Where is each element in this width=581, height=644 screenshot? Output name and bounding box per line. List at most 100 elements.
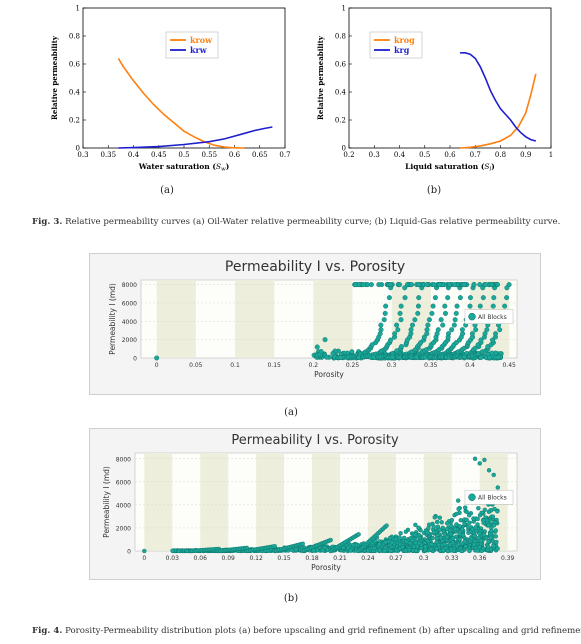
x-tick-label: 0.25 bbox=[346, 362, 360, 369]
scatter-point bbox=[434, 539, 439, 545]
x-tick-label: 0.8 bbox=[495, 151, 506, 159]
scatter-point bbox=[477, 513, 483, 518]
scatter-point bbox=[350, 542, 356, 548]
x-tick-label: 0.7 bbox=[470, 151, 481, 159]
scatter-point bbox=[352, 282, 358, 288]
scatter-point bbox=[394, 322, 400, 328]
scatter-point bbox=[430, 535, 435, 541]
scatter-point bbox=[407, 540, 413, 546]
scatter-point bbox=[462, 521, 467, 527]
plot-band bbox=[200, 453, 229, 551]
scatter-point bbox=[491, 543, 496, 549]
scatter-point bbox=[449, 517, 455, 523]
x-tick-label: 0.35 bbox=[100, 151, 116, 159]
scatter-point bbox=[381, 317, 387, 323]
y-tick-label: 0 bbox=[133, 356, 137, 363]
scatter-point bbox=[154, 355, 160, 361]
scatter-point bbox=[473, 525, 478, 530]
scatter-point bbox=[426, 317, 432, 323]
y-tick-label: 0.8 bbox=[69, 33, 80, 41]
scatter-point bbox=[471, 542, 477, 547]
scatter-point bbox=[349, 349, 355, 355]
scatter-point bbox=[425, 530, 430, 536]
scatter-point bbox=[438, 535, 444, 540]
y-tick-label: 6000 bbox=[122, 300, 137, 307]
legend-label-krw: krw bbox=[190, 45, 208, 55]
scatter-point bbox=[466, 530, 471, 535]
x-tick-label: 0.03 bbox=[166, 555, 180, 562]
scatter-title-a: Permeability I vs. Porosity bbox=[224, 259, 406, 275]
scatter-point bbox=[457, 531, 462, 536]
scatter-point bbox=[424, 282, 430, 288]
x-tick-label: 0.35 bbox=[424, 362, 438, 369]
scatter-point bbox=[446, 331, 452, 337]
y-tick-label: 0.8 bbox=[335, 33, 346, 41]
plot-frame bbox=[82, 7, 286, 149]
scatter-point bbox=[495, 354, 501, 360]
scatter-point bbox=[487, 354, 493, 360]
scatter-point bbox=[388, 337, 394, 343]
y-tick-label: 2000 bbox=[122, 337, 137, 344]
x-tick-label: 0.36 bbox=[473, 555, 487, 562]
scatter-point bbox=[437, 515, 443, 520]
x-tick-label: 0.5 bbox=[419, 151, 430, 159]
scatter-point bbox=[451, 322, 457, 328]
scatter-point bbox=[383, 303, 389, 309]
plot-band bbox=[312, 453, 340, 551]
x-tick-label: 0.1 bbox=[230, 362, 240, 369]
y-tick-label: 6000 bbox=[116, 479, 131, 486]
plot-band bbox=[156, 280, 196, 358]
scatter-point bbox=[489, 337, 495, 343]
scatter-point bbox=[432, 295, 438, 301]
scatter-point bbox=[448, 546, 454, 552]
plot-band bbox=[313, 280, 353, 358]
scatter-point bbox=[300, 541, 305, 546]
scatter-point bbox=[428, 546, 434, 552]
scatter-point bbox=[483, 535, 489, 541]
scatter-point bbox=[459, 548, 464, 554]
x-tick-label: 0.27 bbox=[389, 555, 403, 562]
scatter-point bbox=[421, 334, 427, 340]
y-tick-label: 8000 bbox=[122, 282, 137, 289]
x-axis-label: Porosity bbox=[314, 370, 344, 379]
scatter-point bbox=[450, 540, 455, 545]
legend-label-krg: krg bbox=[394, 45, 410, 55]
scatter-point bbox=[494, 539, 499, 545]
scatter-point bbox=[434, 519, 440, 525]
x-tick-label: 0.4 bbox=[394, 151, 406, 159]
plot-band bbox=[235, 280, 275, 358]
scatter-point bbox=[495, 485, 500, 490]
scatter-point bbox=[475, 516, 480, 522]
scatter-point bbox=[442, 310, 448, 316]
scatter-point bbox=[468, 536, 474, 541]
x-axis-label: Water saturation (Sw) bbox=[138, 162, 230, 172]
scatter-point bbox=[488, 535, 494, 540]
scatter-point bbox=[402, 295, 408, 301]
scatter-point bbox=[466, 524, 471, 530]
legend-label: All Blocks bbox=[478, 314, 507, 321]
x-tick-label: 0.9 bbox=[520, 151, 531, 159]
scatter-point bbox=[490, 514, 496, 519]
scatter-point bbox=[445, 295, 451, 301]
y-tick-label: 0.4 bbox=[69, 89, 81, 97]
scatter-point bbox=[491, 295, 497, 301]
scatter-point bbox=[463, 544, 468, 549]
y-tick-label: 0.6 bbox=[69, 61, 81, 69]
scatter-point bbox=[398, 531, 403, 536]
scatter-point bbox=[448, 527, 453, 533]
scatter-point bbox=[481, 518, 486, 523]
y-axis-label: Permeability I (md) bbox=[108, 283, 117, 355]
fig3-caption-text: Relative permeability curves (a) Oil-Wat… bbox=[62, 217, 561, 227]
scatter-point bbox=[436, 282, 442, 288]
scatter-point bbox=[398, 344, 404, 350]
scatter-point bbox=[469, 331, 475, 337]
x-tick-label: 0.6 bbox=[444, 151, 456, 159]
scatter-point bbox=[387, 282, 393, 288]
rel-perm-chart-a: 0.3 0.35 0.4 0.45 0.5 0.55 0.6 0.65 0.7 0 0.2 0.4 0.… bbox=[50, 5, 290, 173]
scatter-point bbox=[463, 505, 468, 510]
x-tick-label: 0.65 bbox=[252, 151, 268, 159]
scatter-point bbox=[477, 544, 482, 550]
scatter-point bbox=[472, 456, 478, 461]
scatter-point bbox=[387, 535, 393, 541]
scatter-point bbox=[330, 350, 336, 356]
